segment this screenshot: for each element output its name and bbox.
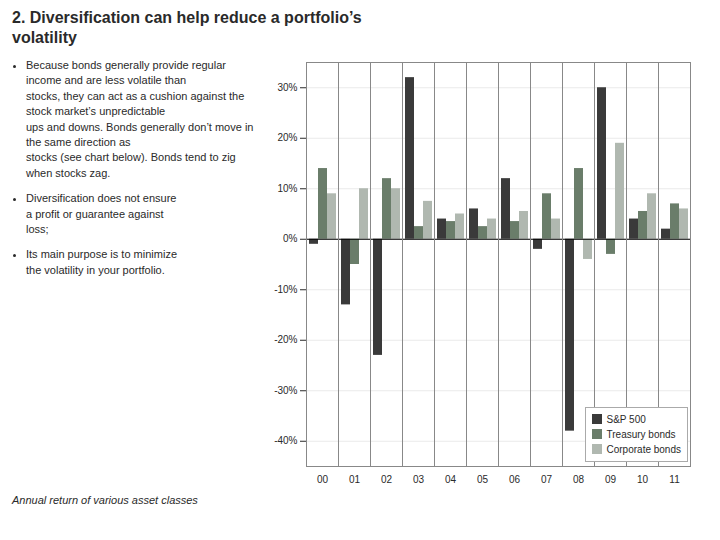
svg-text:02: 02 bbox=[381, 474, 393, 485]
html-text:Corporate bonds: Corporate bonds bbox=[606, 444, 681, 455]
html-text:S&P 500: S&P 500 bbox=[606, 414, 646, 425]
svg-text:-10%: -10% bbox=[274, 284, 297, 295]
svg-text:-40%: -40% bbox=[274, 435, 297, 446]
svg-text:08: 08 bbox=[573, 474, 585, 485]
svg-text:06: 06 bbox=[509, 474, 521, 485]
html-text:2. Diversification can help re: 2. Diversification can help reduce a por… bbox=[12, 9, 362, 46]
svg-text:-20%: -20% bbox=[274, 334, 297, 345]
html-text:Annual return of various asset: Annual return of various asset classes bbox=[12, 494, 198, 506]
svg-text:03: 03 bbox=[413, 474, 425, 485]
svg-text:05: 05 bbox=[477, 474, 489, 485]
svg-text:01: 01 bbox=[349, 474, 361, 485]
svg-text:09: 09 bbox=[605, 474, 617, 485]
svg-text:10: 10 bbox=[637, 474, 649, 485]
html-text:Its main purpose is to minimiz: Its main purpose is to minimize the vola… bbox=[26, 248, 177, 276]
svg-text:00: 00 bbox=[317, 474, 329, 485]
svg-text:-30%: -30% bbox=[274, 385, 297, 396]
html-text:Treasury bonds: Treasury bonds bbox=[606, 429, 676, 440]
svg-text:20%: 20% bbox=[277, 132, 297, 143]
html-text:Diversification does not ensur: Diversification does not ensure a profit… bbox=[26, 192, 177, 235]
svg-text:11: 11 bbox=[669, 474, 680, 485]
svg-text:10%: 10% bbox=[277, 183, 297, 194]
svg-text:04: 04 bbox=[445, 474, 457, 485]
svg-text:0%: 0% bbox=[283, 233, 298, 244]
html-text:Because bonds generally provid: Because bonds generally provide regular … bbox=[26, 59, 254, 179]
svg-text:07: 07 bbox=[541, 474, 553, 485]
svg-text:30%: 30% bbox=[277, 82, 297, 93]
